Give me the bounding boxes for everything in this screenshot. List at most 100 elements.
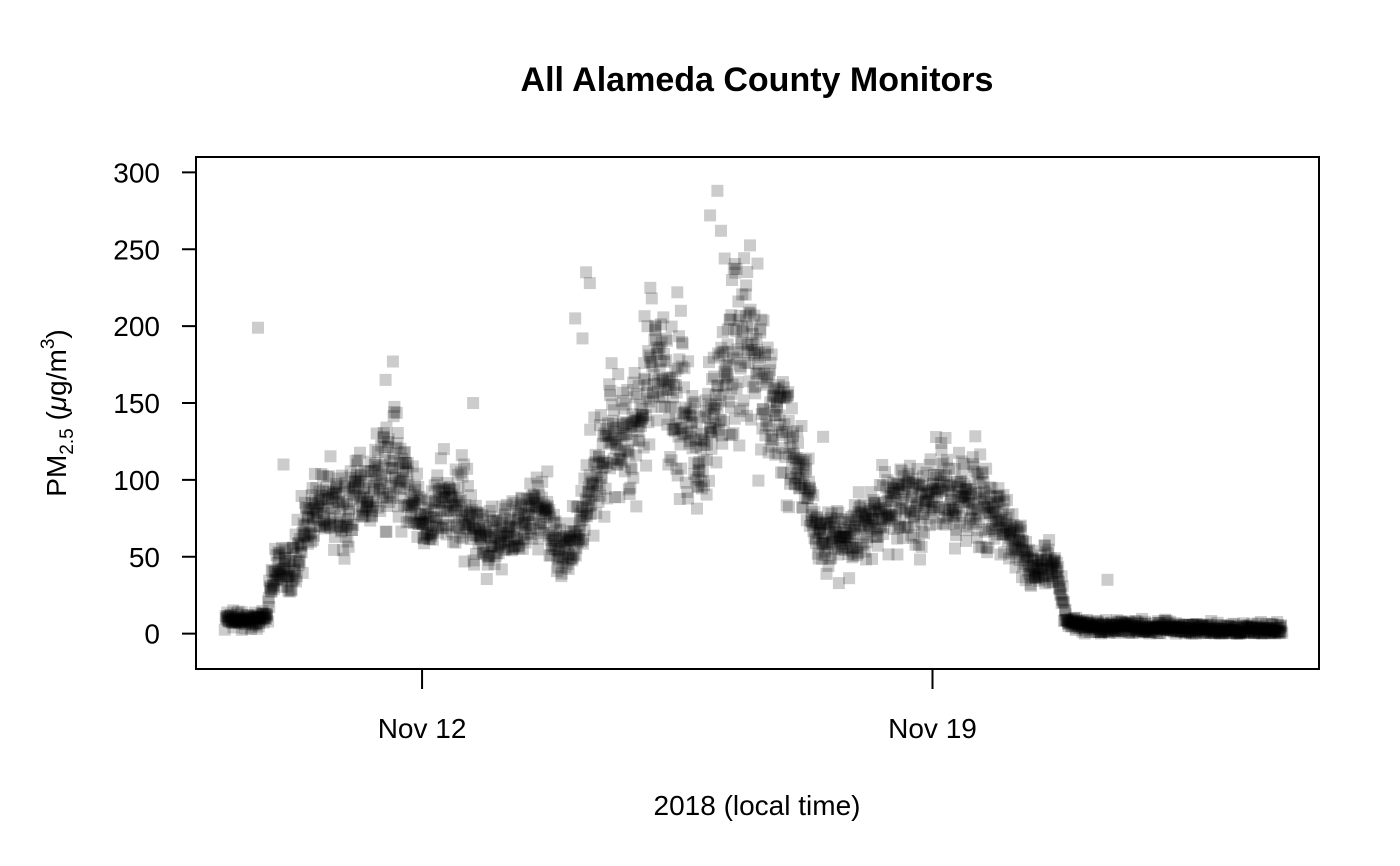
data-point [621, 443, 634, 456]
data-point [911, 462, 924, 475]
data-point [549, 532, 562, 544]
data-point [1061, 617, 1074, 630]
data-point [280, 565, 293, 578]
data-point [900, 503, 912, 516]
data-point [308, 529, 320, 542]
data-point [692, 463, 705, 476]
data-point [658, 400, 671, 413]
data-point [1076, 625, 1089, 638]
data-point [776, 429, 789, 442]
data-point [1032, 553, 1045, 566]
data-point [1055, 596, 1068, 609]
data-point [1136, 612, 1149, 625]
data-point [1068, 613, 1080, 625]
data-point [756, 372, 769, 385]
data-point [360, 482, 373, 495]
data-point [1240, 622, 1252, 635]
data-point [551, 544, 564, 557]
data-point [1126, 617, 1139, 630]
data-point [508, 540, 521, 553]
data-point [1129, 615, 1142, 627]
data-point [738, 345, 751, 358]
data-point [1082, 616, 1094, 629]
data-point [935, 437, 948, 449]
data-point [577, 511, 590, 524]
data-point [307, 534, 320, 547]
data-point [1229, 624, 1242, 637]
data-point [1107, 624, 1120, 636]
data-point [1201, 623, 1214, 636]
data-point [661, 371, 674, 384]
data-point [1078, 627, 1091, 640]
data-point [461, 522, 474, 535]
data-point [937, 456, 950, 469]
data-point [1071, 618, 1084, 631]
data-point [674, 304, 687, 317]
data-point [1073, 617, 1086, 630]
data-point [1065, 620, 1078, 633]
data-point [672, 430, 685, 443]
data-point [543, 549, 556, 562]
data-point [1072, 615, 1085, 628]
data-point [751, 257, 764, 270]
data-point [414, 514, 427, 527]
data-point [789, 462, 802, 474]
data-point [1093, 622, 1106, 635]
data-point [1227, 624, 1240, 637]
data-point [218, 623, 231, 636]
data-point [459, 499, 472, 511]
data-point [797, 455, 810, 468]
data-point [243, 612, 255, 625]
data-point [1189, 627, 1202, 640]
data-point [964, 496, 977, 509]
data-point [374, 477, 387, 490]
data-point [886, 487, 899, 499]
data-point [775, 386, 788, 399]
data-point [1069, 624, 1082, 636]
data-point [460, 519, 472, 532]
data-point [1128, 620, 1141, 633]
data-point [337, 498, 349, 511]
data-point [918, 527, 930, 540]
data-point [749, 380, 762, 393]
data-point [1107, 619, 1120, 631]
data-point [1150, 624, 1163, 637]
data-point [537, 517, 550, 530]
data-point [1183, 624, 1196, 637]
data-point [920, 501, 933, 514]
data-point [254, 611, 267, 624]
data-point [309, 498, 322, 511]
data-point [335, 525, 348, 538]
data-point [384, 454, 397, 467]
data-point [358, 465, 371, 478]
data-point [954, 475, 967, 488]
data-point [892, 479, 905, 491]
data-point [1094, 625, 1107, 638]
data-point [743, 375, 756, 388]
data-point [1175, 623, 1188, 636]
data-point [1194, 626, 1207, 639]
data-point [1093, 619, 1106, 631]
data-point [1124, 616, 1137, 629]
data-point [1264, 626, 1277, 639]
data-point [965, 488, 978, 501]
data-point [332, 472, 345, 485]
data-point [1069, 622, 1082, 635]
data-point [633, 421, 645, 434]
data-point [1143, 625, 1156, 638]
data-point [810, 511, 823, 524]
data-point [525, 502, 538, 515]
data-point [780, 426, 793, 439]
data-point [1174, 625, 1187, 638]
data-point [1267, 624, 1280, 636]
data-point [380, 421, 393, 434]
data-point [1159, 613, 1172, 626]
data-point [415, 493, 428, 506]
data-point [380, 525, 393, 538]
data-point [622, 483, 635, 496]
data-point [614, 443, 627, 456]
data-point [1020, 548, 1033, 561]
data-point [746, 328, 759, 340]
data-point [860, 553, 873, 566]
data-point [522, 515, 535, 528]
